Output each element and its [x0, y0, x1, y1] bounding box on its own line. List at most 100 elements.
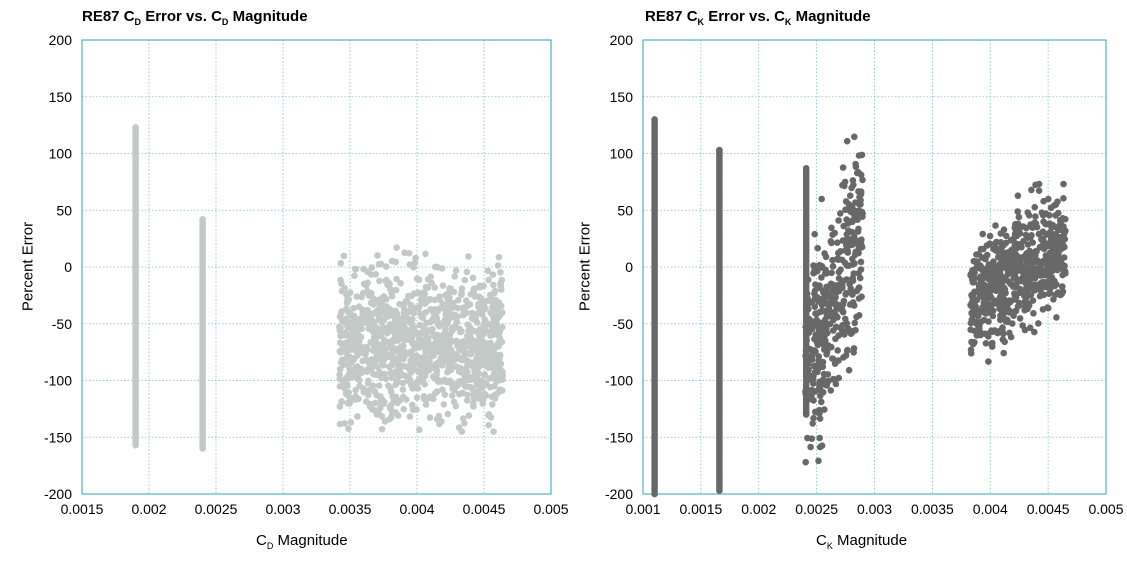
- data-point: [1007, 333, 1015, 341]
- data-point: [439, 282, 447, 289]
- data-point: [1059, 244, 1066, 252]
- data-point: [804, 434, 811, 442]
- data-point: [811, 287, 819, 295]
- data-point: [407, 359, 415, 367]
- data-point: [337, 332, 344, 340]
- data-point: [1023, 224, 1030, 232]
- data-point: [1050, 296, 1057, 303]
- data-point: [492, 366, 499, 373]
- data-point: [336, 420, 344, 428]
- data-point: [999, 336, 1007, 343]
- plot-frame: [642, 39, 1107, 495]
- data-point: [468, 385, 476, 393]
- data-point: [858, 208, 866, 216]
- data-point: [1004, 256, 1012, 263]
- data-point: [845, 242, 852, 250]
- data-point: [434, 264, 442, 271]
- data-point: [853, 169, 861, 177]
- data-point: [337, 259, 345, 267]
- data-point: [482, 318, 490, 325]
- data-point: [457, 364, 464, 372]
- data-point: [433, 364, 440, 371]
- data-point: [358, 365, 365, 373]
- data-point: [499, 309, 506, 316]
- data-point: [344, 291, 351, 298]
- data-point: [476, 293, 483, 301]
- y-tick-label: 200: [610, 32, 634, 48]
- data-point: [810, 262, 817, 269]
- data-point: [855, 284, 862, 292]
- data-point: [829, 281, 837, 289]
- data-point: [478, 394, 486, 402]
- data-point: [840, 277, 847, 285]
- data-point: [425, 363, 433, 370]
- data-point: [1026, 324, 1034, 332]
- data-point: [387, 388, 395, 396]
- data-point: [811, 230, 818, 238]
- data-point: [342, 329, 349, 336]
- data-point: [367, 339, 374, 346]
- data-point: [849, 291, 856, 298]
- chart-title: RE87 CD Error vs. CD Magnitude: [82, 8, 308, 27]
- data-point: [1008, 251, 1015, 258]
- data-point: [424, 347, 432, 355]
- data-point: [450, 398, 458, 406]
- data-point: [463, 297, 470, 304]
- data-point: [843, 235, 851, 243]
- data-point: [337, 276, 344, 284]
- data-point: [845, 366, 853, 374]
- data-point: [837, 324, 844, 332]
- data-point: [986, 232, 994, 240]
- data-point: [818, 307, 826, 315]
- data-point: [1035, 180, 1043, 188]
- data-point: [803, 336, 810, 344]
- data-point: [415, 375, 423, 383]
- data-point: [454, 296, 462, 304]
- data-point: [807, 346, 815, 354]
- data-point: [1059, 215, 1067, 222]
- data-point: [469, 274, 477, 282]
- data-point: [829, 355, 836, 362]
- data-point: [482, 305, 489, 313]
- data-point: [844, 346, 851, 354]
- data-point: [489, 401, 496, 408]
- data-point: [1060, 230, 1068, 237]
- data-point: [343, 389, 350, 397]
- data-point: [352, 392, 359, 400]
- data-point: [419, 342, 426, 349]
- data-point: [809, 420, 816, 427]
- data-point: [393, 244, 400, 251]
- data-point: [977, 245, 985, 253]
- data-point: [970, 279, 978, 286]
- data-point: [843, 216, 850, 223]
- x-tick-label: 0.0035: [911, 501, 954, 517]
- data-point: [829, 263, 837, 270]
- data-point: [837, 302, 844, 309]
- plot-frame: [81, 39, 552, 495]
- data-point: [839, 164, 847, 171]
- data-point: [465, 412, 473, 419]
- data-point: [336, 326, 344, 334]
- y-tick-label: 200: [49, 32, 73, 48]
- data-point: [850, 349, 857, 356]
- data-point: [479, 354, 487, 362]
- data-point: [375, 305, 383, 313]
- data-point: [388, 343, 395, 351]
- data-point: [451, 273, 459, 280]
- data-point: [433, 331, 440, 339]
- y-tick-label: 50: [617, 202, 633, 218]
- data-point: [349, 344, 357, 351]
- data-point: [407, 369, 415, 376]
- data-point: [426, 357, 433, 365]
- x-tick-label: 0.0045: [463, 501, 506, 517]
- data-point: [1006, 269, 1013, 276]
- data-point: [814, 244, 821, 252]
- data-point: [1039, 260, 1047, 267]
- data-point: [842, 198, 850, 205]
- y-tick-label: -100: [605, 373, 633, 389]
- data-point: [1029, 224, 1036, 231]
- data-point: [1025, 212, 1033, 219]
- data-point: [848, 329, 856, 336]
- data-point: [977, 277, 985, 284]
- data-point: [986, 240, 993, 247]
